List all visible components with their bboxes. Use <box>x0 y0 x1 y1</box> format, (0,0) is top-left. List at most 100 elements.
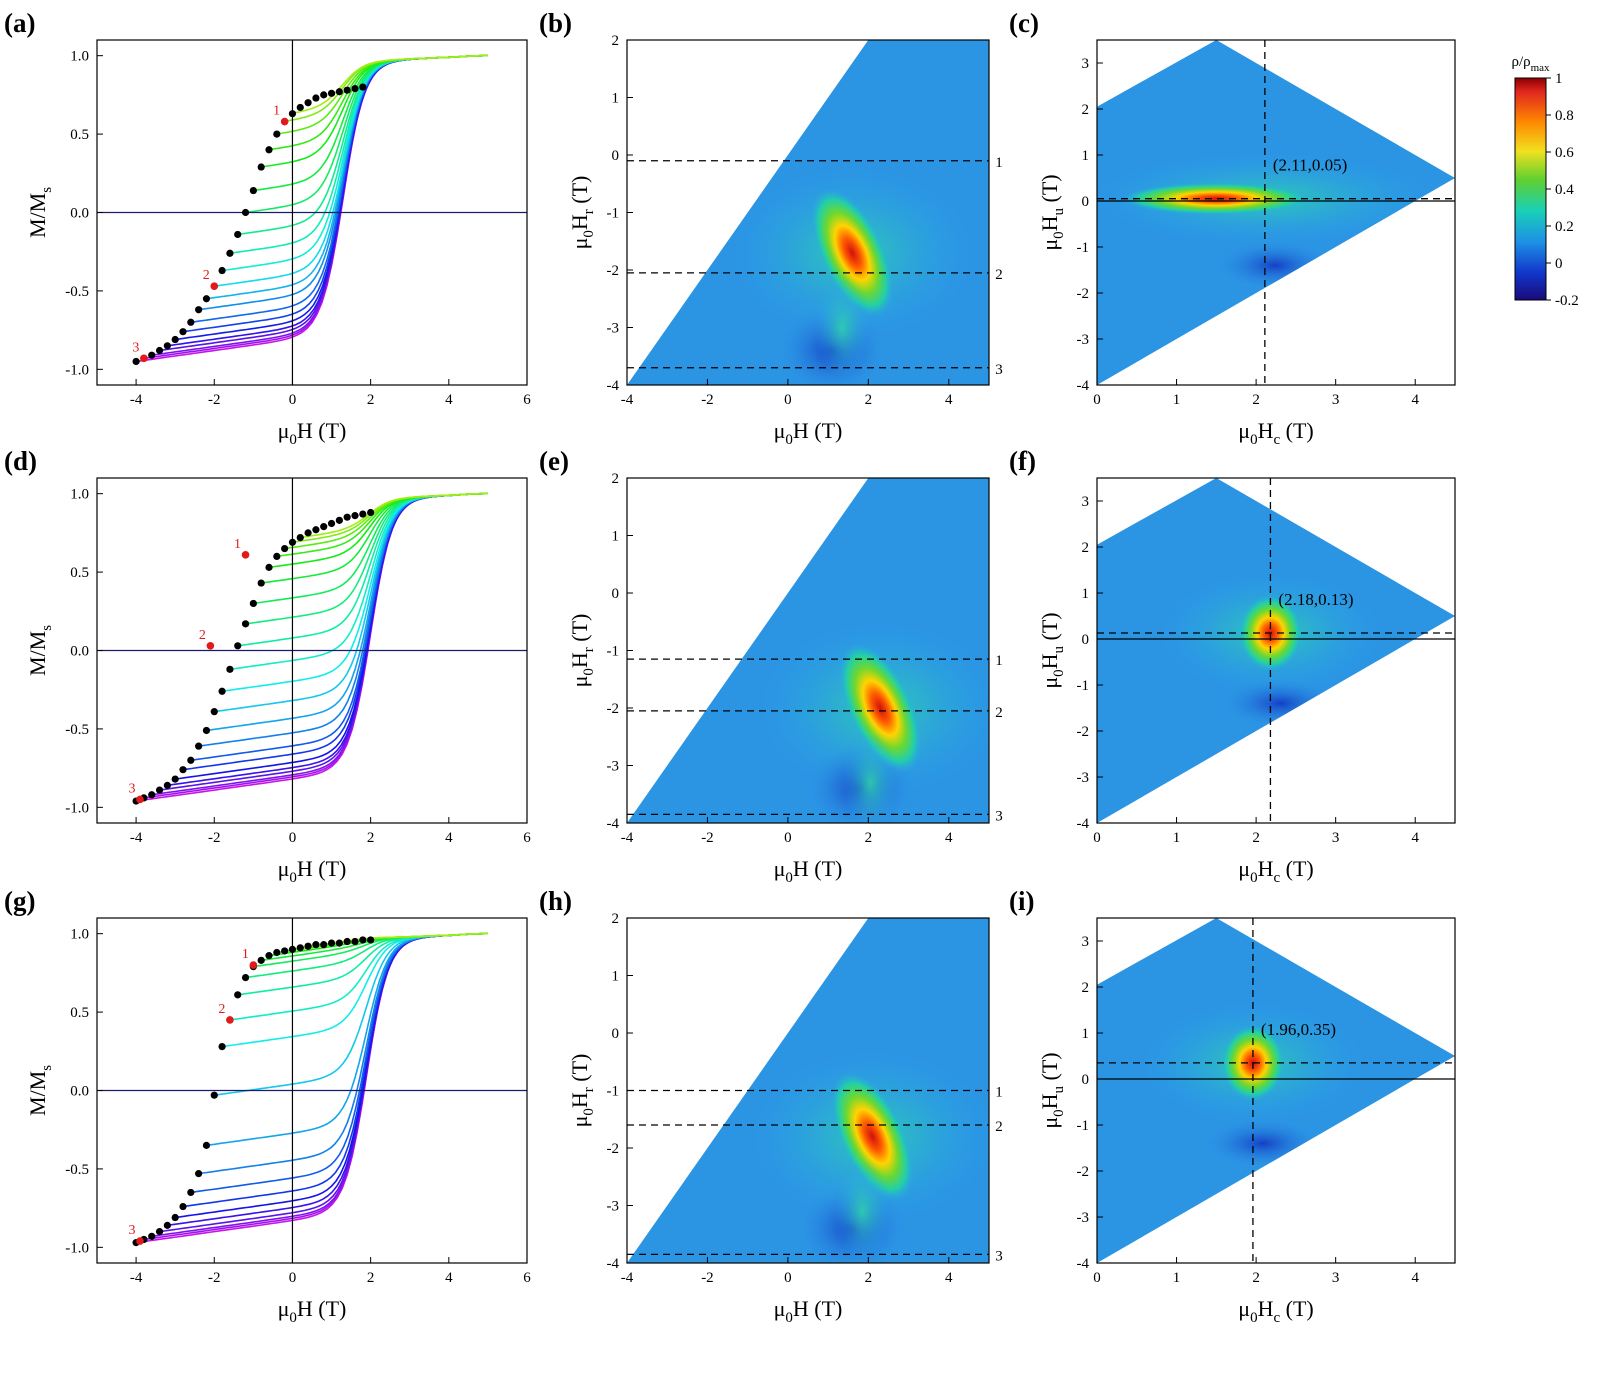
x-tick-label: 6 <box>523 1270 531 1286</box>
reversal-point <box>226 249 234 257</box>
y-axis-label: μ0Hu (T) <box>1037 612 1067 688</box>
forc-curve <box>229 932 488 1021</box>
x-tick-label: 4 <box>445 830 453 846</box>
y-tick-label: 3 <box>1082 934 1090 950</box>
y-tick-label: 2 <box>1082 540 1090 556</box>
y-tick-label: -3 <box>1077 332 1090 348</box>
x-tick-label: -2 <box>701 1270 714 1286</box>
reversal-point <box>179 766 187 774</box>
x-tick-label: 4 <box>1411 1270 1419 1286</box>
reversal-point <box>327 519 336 528</box>
forc-curve <box>143 932 488 1241</box>
reversal-point <box>281 947 289 955</box>
y-tick-label: -2 <box>1077 1164 1090 1180</box>
reversal-point <box>202 295 211 303</box>
reversal-point <box>226 665 234 673</box>
y-tick-label: -2 <box>1077 286 1090 302</box>
panel-label: (a) <box>4 8 35 38</box>
reversal-point <box>304 942 312 950</box>
reversal-point <box>202 1141 211 1149</box>
x-axis-label: μ0H (T) <box>278 1296 347 1326</box>
reversal-point <box>163 781 171 789</box>
dashed-line-label: 3 <box>995 362 1003 378</box>
reversal-point <box>327 89 336 97</box>
forc-curves <box>135 54 488 363</box>
marker-label: 3 <box>132 340 139 355</box>
y-tick-label: -3 <box>1077 1210 1090 1226</box>
y-tick-label: 3 <box>1082 494 1090 510</box>
reversal-point <box>296 533 304 542</box>
x-tick-label: 3 <box>1332 830 1340 846</box>
y-axis-label: μ0Hu (T) <box>1037 174 1067 250</box>
reversal-point <box>210 708 218 716</box>
panel-a: (a) 1 2 3 -4 -2 0 2 4 6 -1.0 -0.5 0.0 0.5 1.0 μ0H (T) M/… <box>4 8 531 448</box>
reversal-point <box>359 83 367 91</box>
colorbar-tick-label: 0.2 <box>1555 219 1574 235</box>
reversal-point <box>179 328 187 336</box>
x-axis-label: μ0H (T) <box>774 1296 843 1326</box>
forc-curve <box>190 932 488 1194</box>
panel-label: (c) <box>1009 8 1039 38</box>
y-axis-label: μ0Hr (T) <box>567 176 597 250</box>
reversal-point <box>171 775 179 783</box>
x-axis-label: μ0H (T) <box>774 856 843 886</box>
x-axis-label: μ0Hc (T) <box>1238 418 1313 448</box>
forc-curve <box>175 932 488 1219</box>
reversal-point <box>155 786 164 794</box>
forc-curve <box>198 932 488 1175</box>
reversal-point <box>171 335 179 344</box>
x-axis-label: μ0H (T) <box>278 856 347 886</box>
reversal-point <box>187 318 195 326</box>
y-tick-label: -4 <box>607 1256 620 1272</box>
reversal-point <box>288 110 297 118</box>
panel-c: (c) (2.11,0.05) 0 1 2 3 4 -4 -3 -2 -1 0 1 2 3 μ0Hc (T) μ… <box>1009 8 1456 448</box>
y-tick-label: -2 <box>607 1141 620 1157</box>
reversal-point <box>351 512 359 520</box>
panel-b: (b) 1 2 3 -4 -2 0 2 4 -4 -3 -2 -1 0 1 2 μ0H (T) μ0Hr (T) <box>539 8 1003 448</box>
marker-point <box>140 354 148 363</box>
reversal-point <box>265 952 273 960</box>
y-tick-label: 0 <box>612 586 620 602</box>
forc-curve <box>206 492 488 732</box>
y-tick-label: 0.0 <box>70 1084 89 1100</box>
y-tick-label: -2 <box>607 263 620 279</box>
marker-label: 1 <box>242 947 249 962</box>
reversal-point <box>257 956 265 964</box>
marker-point <box>280 117 289 126</box>
y-tick-label: -3 <box>607 321 620 337</box>
y-tick-label: 0 <box>1082 194 1090 210</box>
reversal-point <box>241 973 250 982</box>
panel-e: (e) 1 2 3 -4 -2 0 2 4 -4 -3 -2 -1 0 1 2 μ0H (T) μ0Hr (T) <box>539 446 1003 886</box>
reversal-point <box>234 230 242 239</box>
y-tick-label: -1 <box>607 1084 620 1100</box>
marker-label: 2 <box>203 268 210 283</box>
reversal-point <box>218 687 226 695</box>
x-tick-label: 4 <box>445 392 453 408</box>
reversal-point <box>273 552 281 561</box>
reversal-point <box>163 342 171 350</box>
panel-label: (b) <box>539 8 572 38</box>
y-tick-label: 2 <box>612 471 620 487</box>
reversal-point <box>187 1188 195 1197</box>
y-axis-label: M/Ms <box>25 187 55 238</box>
y-tick-label: 1 <box>612 529 620 545</box>
x-tick-label: -4 <box>130 1270 143 1286</box>
panel-f: (f) (2.18,0.13) 0 1 2 3 4 -4 -3 -2 -1 0 1 2 3 μ0Hc (T) μ… <box>1009 446 1456 886</box>
reversal-point <box>359 936 367 944</box>
x-axis-label: μ0Hc (T) <box>1238 1296 1313 1326</box>
y-tick-label: 2 <box>1082 102 1090 118</box>
y-tick-label: -1.0 <box>65 362 89 378</box>
heatmap-features <box>760 623 989 823</box>
x-tick-label: 2 <box>1252 392 1260 408</box>
y-tick-label: 1 <box>612 969 620 985</box>
reversal-point <box>343 513 351 521</box>
reversal-point <box>343 937 351 946</box>
reversal-point <box>335 516 343 524</box>
heatmap-peak <box>830 1071 914 1202</box>
reversal-point <box>187 756 195 764</box>
marker-label: 3 <box>129 1223 136 1238</box>
x-tick-label: 2 <box>865 830 873 846</box>
forc-curve <box>167 932 488 1227</box>
y-tick-label: -4 <box>607 378 620 394</box>
reversal-point <box>148 791 156 799</box>
